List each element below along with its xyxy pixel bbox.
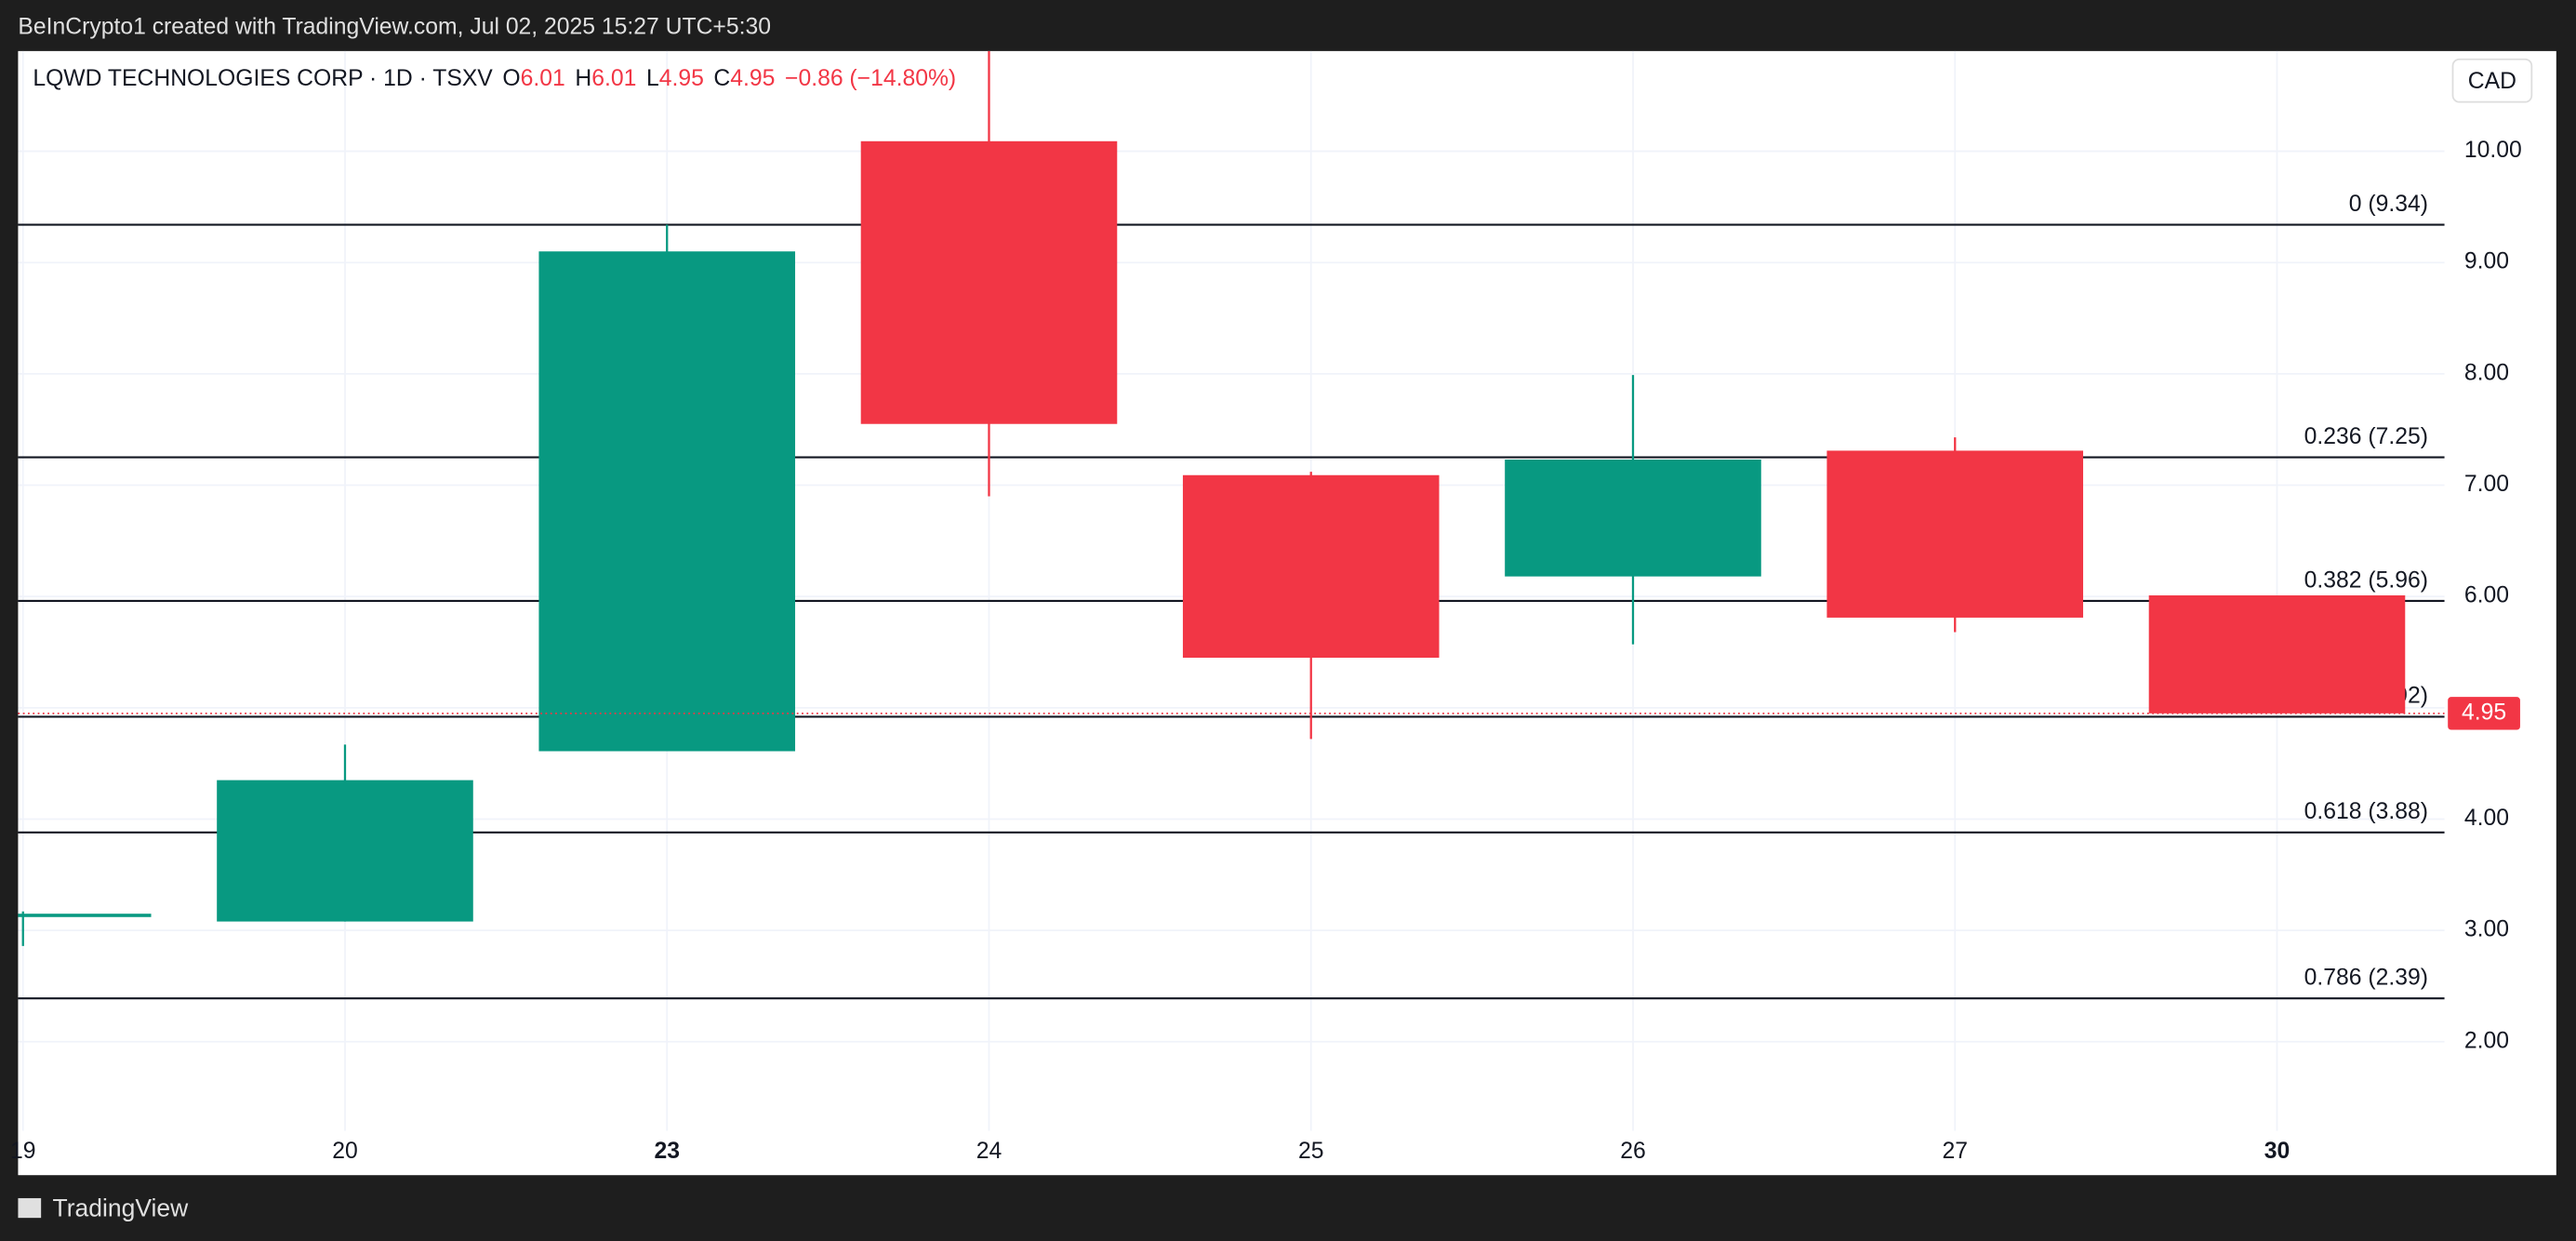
last-price-tag xyxy=(2448,697,2520,730)
tv-logo xyxy=(18,1197,42,1219)
ohlc-value: 4.95 xyxy=(730,65,775,90)
ohlc-value: 6.01 xyxy=(521,65,565,90)
fib-label: 0.236 (7.25) xyxy=(2304,424,2428,449)
x-tick-label: 30 xyxy=(2264,1139,2291,1164)
y-tick-label: 10.00 xyxy=(2464,138,2522,163)
y-tick-label: 8.00 xyxy=(2464,360,2509,385)
candle-body xyxy=(18,914,152,917)
ohlc-value: 6.01 xyxy=(591,65,636,90)
fib-label: 0.618 (3.88) xyxy=(2304,799,2428,824)
x-tick-label: 23 xyxy=(654,1139,679,1164)
candle-body xyxy=(1826,450,2084,618)
currency[interactable]: CAD xyxy=(2468,69,2516,94)
y-tick-label: 3.00 xyxy=(2464,917,2509,942)
x-tick-label: 26 xyxy=(1620,1139,1646,1164)
y-tick-label: 2.00 xyxy=(2464,1028,2509,1053)
fib-label: 0.382 (5.96) xyxy=(2304,567,2428,593)
candle-body xyxy=(2148,594,2406,714)
candle-body xyxy=(1182,474,1440,658)
candle-body xyxy=(1505,460,1761,577)
header-title: BeInCrypto1 created with TradingView.com… xyxy=(18,15,771,40)
ohlc-value: 4.95 xyxy=(659,65,704,90)
x-tick-label: 27 xyxy=(1942,1139,1968,1164)
x-tick-label: 20 xyxy=(332,1139,358,1164)
ohlc-key: O xyxy=(502,65,520,90)
candle-body xyxy=(217,780,473,922)
symbol: LQWD TECHNOLOGIES CORP · 1D · TSXV xyxy=(33,65,493,90)
x-tick-label: 19 xyxy=(10,1139,35,1164)
change: −0.86 (−14.80%) xyxy=(785,65,956,90)
currency-button[interactable] xyxy=(2451,58,2533,103)
ohlc-key: C xyxy=(713,65,730,90)
fib-label: 0.786 (2.39) xyxy=(2304,965,2428,990)
ohlc-key: H xyxy=(575,65,591,90)
x-tick-label: 24 xyxy=(976,1139,1003,1164)
ohlc-key: L xyxy=(646,65,659,90)
y-tick-label: 6.00 xyxy=(2464,583,2509,608)
y-tick-label: 7.00 xyxy=(2464,472,2509,497)
y-tick-label: 9.00 xyxy=(2464,249,2509,274)
legend: LQWD TECHNOLOGIES CORP · 1D · TSXV O6.01 H… xyxy=(33,65,956,90)
y-tick-label: 4.00 xyxy=(2464,806,2509,831)
x-tick-label: 25 xyxy=(1298,1139,1324,1164)
candle-body xyxy=(860,140,1118,424)
last-price-label: 4.95 xyxy=(2462,700,2506,725)
footer-brand: TradingView xyxy=(53,1194,190,1221)
candle-body xyxy=(538,251,796,752)
fib-label: 0 (9.34) xyxy=(2349,192,2428,217)
